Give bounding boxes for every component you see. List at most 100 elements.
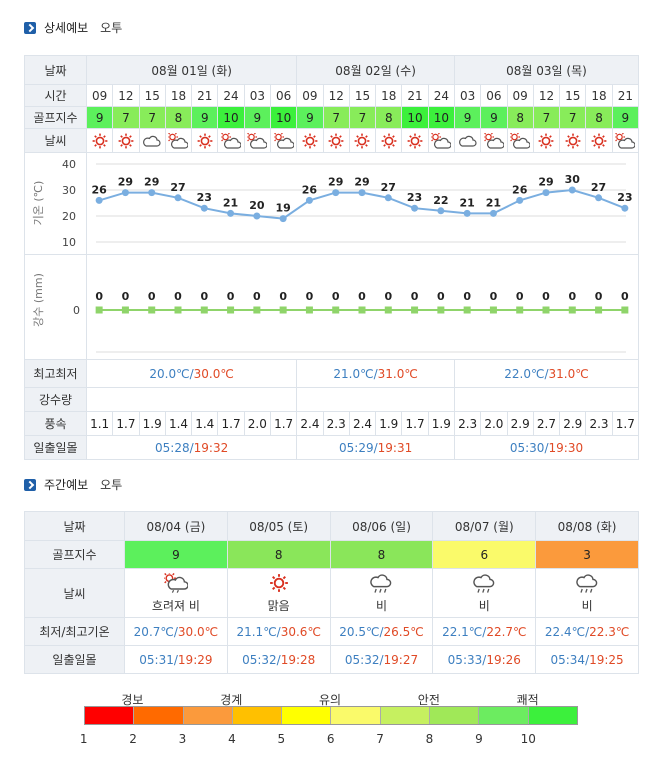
golf-index-cell: 9 (296, 106, 324, 129)
weather-description: 비 (581, 598, 593, 613)
golf-index-cell: 7 (112, 106, 140, 129)
weekly-day-header: 08/07 (월) (432, 511, 537, 541)
time-cell: 12 (532, 84, 561, 107)
weekly-golf-index-cell: 6 (432, 540, 537, 569)
rain-axis-label: 강수 (mm) (32, 273, 45, 327)
rain-point (95, 306, 103, 314)
sun-icon (195, 133, 215, 149)
rain-icon (369, 573, 393, 596)
temp-data-label: 29 (118, 176, 133, 189)
legend-swatch (430, 707, 480, 724)
weekly-section-title: 주간예보 (44, 478, 89, 492)
temp-tick-label: 40 (62, 158, 76, 171)
weather-cell (453, 128, 482, 153)
temperature-rain-chart: 10 20 30 40 기온 (℃) 26 29 29 27 23 21 20 19 26 29 29 27 23… (32, 158, 633, 353)
wind-speed-cell: 2.4 (348, 411, 377, 436)
wind-speed-cell: 2.0 (243, 411, 271, 436)
legend-number: 9 (475, 732, 483, 746)
rain-data-label: 0 (253, 290, 261, 303)
legend-number: 7 (376, 732, 384, 746)
max-temp: 22.3℃ (589, 624, 630, 639)
sun-label: 일출일몰 (24, 435, 87, 460)
golf-index-row: 골프지수 9 7 7 8 9 10 9 10 9 7 7 8 10 10 9 9 8 7 7 8 9 (24, 106, 640, 129)
temp-data-label: 20 (249, 199, 265, 212)
weekly-sun-row: 일출일몰 05:31/19:29 05:32/19:28 05:32/19:27 05… (24, 645, 639, 674)
sunset-time: 19:25 (589, 652, 624, 667)
rain-tick-label: 0 (73, 304, 80, 317)
time-cell: 21 (611, 84, 640, 107)
temp-data-label: 29 (144, 176, 159, 189)
rain-data-label: 0 (384, 290, 392, 303)
weekly-minmax-row: 최저/최고기온 20.7℃/30.0℃ 21.1℃/30.6℃ 20.5℃/26.5… (24, 617, 639, 646)
temp-point (279, 215, 287, 223)
rain-data-label: 0 (200, 290, 208, 303)
weather-cell (296, 128, 324, 153)
time-cell: 15 (559, 84, 587, 107)
partly-cloudy-icon (246, 130, 268, 149)
min-temp: 20.5℃ (339, 624, 380, 639)
temp-data-label: 27 (591, 181, 606, 194)
weekly-section-header: 주간예보 오투 (24, 476, 122, 493)
weekly-day-header: 08/04 (금) (124, 511, 228, 541)
rain-point (279, 306, 287, 314)
slash: / (482, 652, 487, 667)
rain-point (305, 306, 313, 314)
date-label: 날짜 (24, 55, 87, 85)
golf-index-cell: 10 (269, 106, 298, 129)
rain-data-label: 0 (306, 290, 314, 303)
wind-speed-cell: 1.4 (164, 411, 193, 436)
rain-data-label: 0 (95, 290, 103, 303)
temp-point (95, 196, 103, 204)
weather-cell (559, 128, 587, 153)
partly-cloudy-icon (167, 130, 190, 149)
temp-data-label: 29 (538, 176, 553, 189)
sunrise-time: 05:28 (155, 440, 190, 455)
sunrise-time: 05:31 (139, 652, 174, 667)
temp-point (621, 204, 629, 212)
golf-index-cell: 9 (453, 106, 482, 129)
rain-data-label: 0 (122, 290, 130, 303)
wind-speed-cell: 1.9 (375, 411, 403, 436)
temp-point (384, 194, 392, 202)
temp-data-label: 26 (512, 183, 528, 196)
wind-speed-cell: 2.3 (585, 411, 613, 436)
sunset-time: 19:30 (548, 440, 584, 455)
weather-row: 날씨 (24, 128, 640, 153)
weekly-weather-cell: 비 (329, 568, 434, 618)
sunrise-sunset-cell: 05:29/19:31 (296, 435, 455, 460)
rain-point (200, 306, 208, 314)
sun-icon (90, 133, 110, 149)
slash: / (276, 624, 281, 639)
golf-index-cell: 8 (506, 106, 534, 129)
temp-data-label: 23 (407, 191, 422, 204)
legend-category: 유의 (319, 693, 342, 707)
wind-speed-cell: 1.7 (401, 411, 429, 436)
weather-cell (585, 128, 613, 153)
max-temp: 30.6℃ (280, 624, 321, 639)
time-cell: 18 (375, 84, 403, 107)
weather-cell (164, 128, 193, 153)
golf-index-cell: 10 (427, 106, 455, 129)
weekly-sunrise-sunset-cell: 05:31/19:29 (124, 645, 228, 674)
day-header: 08월 02일 (수) (296, 55, 455, 85)
rain-data-label: 0 (358, 290, 366, 303)
sun-icon (405, 133, 425, 149)
temp-data-label: 30 (565, 173, 581, 186)
weekly-day-header: 08/08 (화) (535, 511, 639, 541)
minmax-cell: 22.0℃/31.0℃ (453, 359, 640, 388)
time-cell: 15 (348, 84, 377, 107)
temp-point (516, 196, 524, 204)
weekly-sunrise-sunset-cell: 05:32/19:27 (329, 645, 434, 674)
sun-icon (563, 133, 583, 149)
slash: / (585, 624, 590, 639)
weekly-golf-index-cell: 8 (329, 540, 434, 569)
slash: / (379, 652, 384, 667)
rain-point (568, 306, 576, 314)
legend-swatch (282, 707, 332, 724)
legend-number: 2 (129, 732, 137, 746)
temp-tick-label: 20 (62, 210, 76, 223)
minmax-label: 최고최저 (24, 359, 87, 388)
time-cell: 09 (85, 84, 114, 107)
temp-data-label: 23 (197, 191, 212, 204)
slash: / (544, 440, 549, 455)
